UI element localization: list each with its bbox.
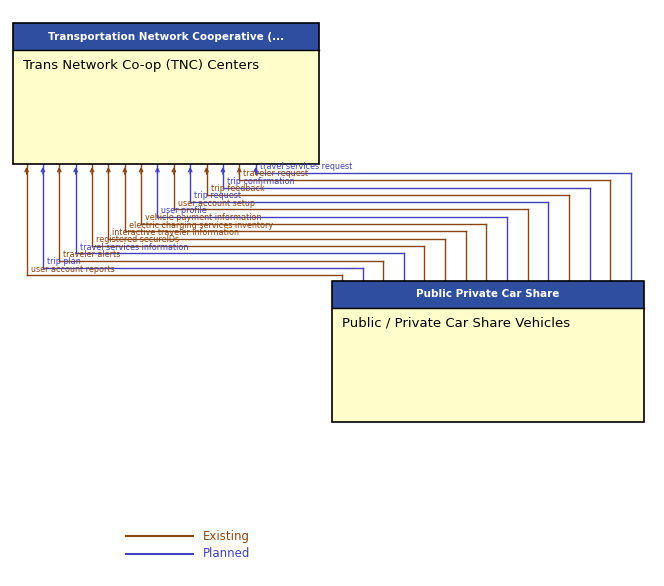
Text: interactive traveler information: interactive traveler information	[112, 228, 239, 237]
Text: travel services request: travel services request	[260, 162, 352, 171]
Text: trip confirmation: trip confirmation	[227, 177, 295, 186]
Text: Existing: Existing	[203, 530, 250, 543]
Text: user account setup: user account setup	[178, 199, 255, 208]
Text: electric charging services inventory: electric charging services inventory	[129, 221, 273, 230]
Bar	[13, 50, 319, 164]
Bar	[13, 23, 319, 50]
Text: user profile: user profile	[161, 206, 207, 215]
Bar	[332, 281, 644, 308]
Bar	[13, 23, 319, 164]
Text: Public / Private Car Share Vehicles: Public / Private Car Share Vehicles	[342, 316, 570, 329]
Text: travel services information: travel services information	[80, 243, 188, 252]
Text: vehicle payment information: vehicle payment information	[145, 213, 262, 223]
Bar	[332, 281, 644, 422]
Bar	[332, 308, 644, 422]
Text: trip request: trip request	[194, 192, 241, 200]
Text: trip feedback: trip feedback	[210, 184, 264, 193]
Text: user account reports: user account reports	[31, 265, 114, 274]
Text: Trans Network Co-op (TNC) Centers: Trans Network Co-op (TNC) Centers	[23, 59, 260, 71]
Text: traveler alerts: traveler alerts	[63, 250, 121, 259]
Text: registered secureIDs: registered secureIDs	[96, 236, 179, 244]
Text: trip plan: trip plan	[47, 257, 80, 266]
Text: traveler request: traveler request	[243, 169, 308, 178]
Text: Transportation Network Cooperative (...: Transportation Network Cooperative (...	[48, 32, 284, 42]
Text: Planned: Planned	[203, 547, 250, 560]
Text: Public Private Car Share: Public Private Car Share	[416, 289, 560, 299]
